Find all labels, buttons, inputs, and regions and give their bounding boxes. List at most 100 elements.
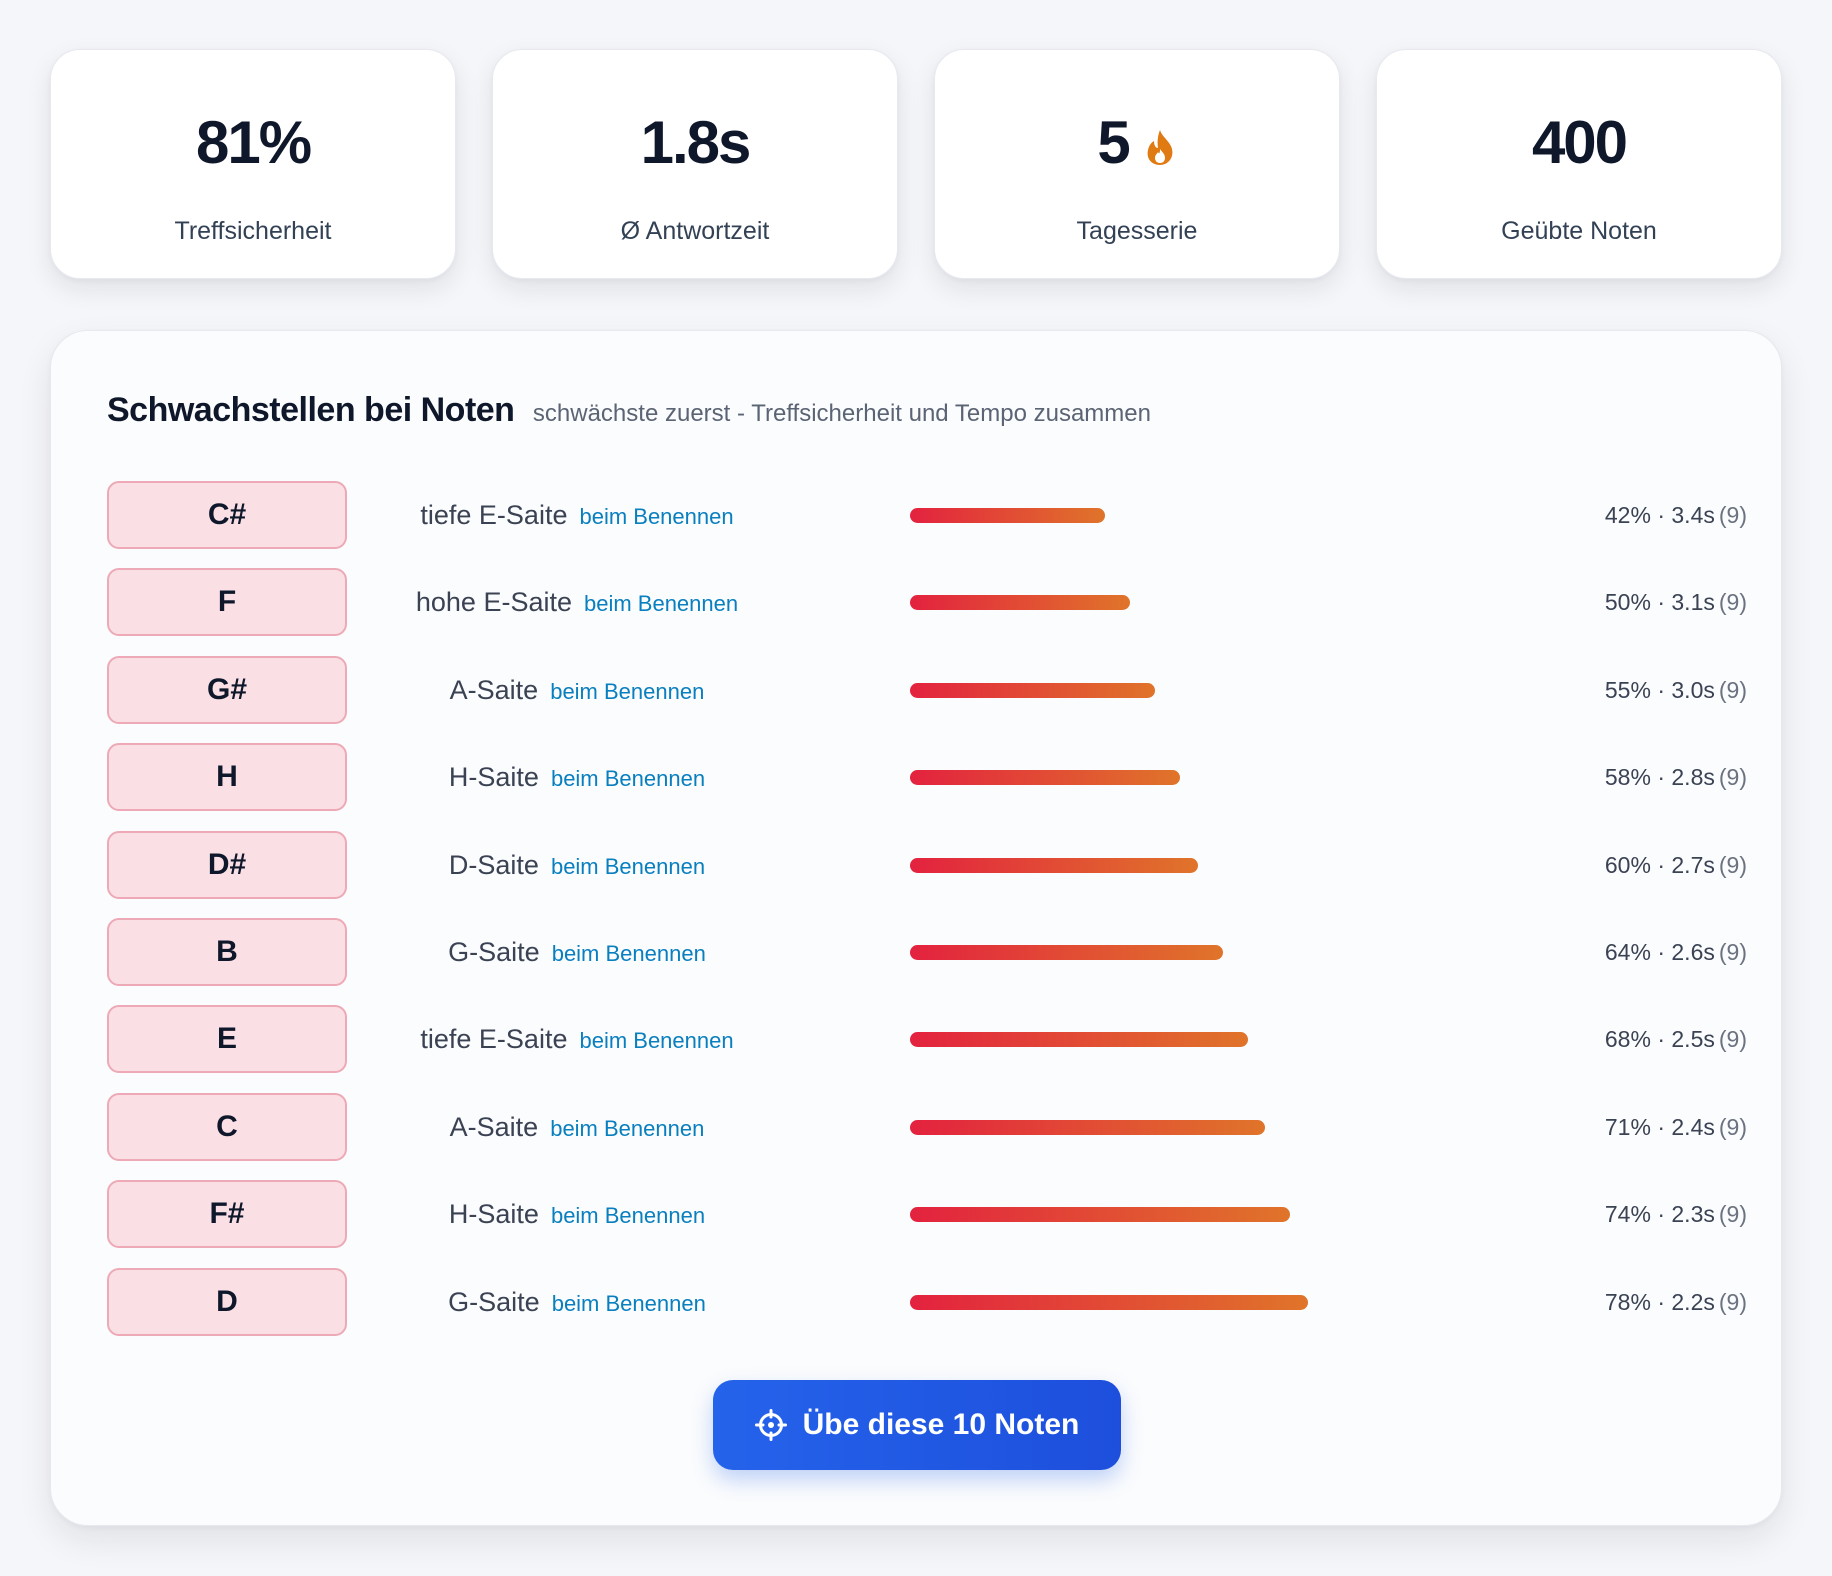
weakness-bar-fill: [910, 595, 1130, 611]
row-score: 58%: [1604, 764, 1651, 791]
note-row: C A-Saite beim Benennen 71% · 2.4s (9): [107, 1092, 1747, 1180]
note-badge[interactable]: F#: [107, 1180, 347, 1249]
row-stat: 64% · 2.6s (9): [1604, 938, 1747, 965]
note-row: H H-Saite beim Benennen 58% · 2.8s (9): [107, 743, 1747, 830]
string-label: A-Saite: [449, 674, 539, 705]
row-time: 2.2s: [1671, 1288, 1715, 1315]
string-label: tiefe E-Saite: [420, 500, 568, 530]
row-count: (9): [1718, 1026, 1747, 1053]
row-stat: 42% · 3.4s (9): [1604, 502, 1747, 528]
note-row: E tiefe E-Saite beim Benennen 68% · 2.5s(…: [107, 1005, 1747, 1092]
weakness-bar-fill: [910, 1032, 1248, 1048]
string-label: H-Saite: [448, 1199, 539, 1230]
stats-row: 81% Treffsicherheit 1.8s Ø Antwortzeit 5…: [50, 49, 1782, 279]
row-score: 42%: [1604, 502, 1651, 528]
row-count: (9): [1718, 1113, 1747, 1140]
weakness-bar-fill: [910, 682, 1155, 698]
string-label: tiefe E-Saite: [420, 1024, 568, 1055]
response-time-value: 1.8s: [640, 109, 752, 176]
stat-card-streak: 5 Tagesserie: [934, 49, 1340, 279]
row-description: tiefe E-Saite beim Benennen: [387, 495, 767, 540]
mode-label: beim Benennen: [579, 504, 734, 529]
row-description: G-Saite beim Benennen: [387, 1282, 767, 1327]
row-count: (9): [1718, 676, 1747, 703]
note-row: F# H-Saite beim Benennen 74% · 2.3s (9): [107, 1180, 1747, 1267]
weakness-bar-fill: [910, 770, 1180, 786]
weak-notes-panel: Schwachstellen bei Noten schwächste zuer…: [50, 330, 1782, 1526]
note-row: D# D-Saite beim Benennen 60% · 2.7s (9): [107, 830, 1747, 918]
note-badge[interactable]: C#: [107, 481, 347, 549]
streak-value: 5: [1097, 109, 1130, 176]
string-label: A-Saite: [449, 1111, 539, 1142]
weakness-bar-track: [910, 857, 1410, 873]
row-description: A-Saite beim Benennen: [387, 670, 767, 715]
panel-title: Schwachstellen bei Noten: [107, 391, 515, 429]
row-time: 2.6s: [1671, 938, 1715, 965]
note-badge[interactable]: H: [107, 743, 347, 812]
weakness-bar-fill: [910, 1207, 1290, 1223]
row-count: (9): [1718, 589, 1747, 616]
note-badge[interactable]: E: [107, 1005, 347, 1074]
row-stat: 55% · 3.0s (9): [1604, 676, 1747, 703]
row-score: 60%: [1604, 851, 1651, 878]
weak-notes-list: C# tiefe E-Saite beim Benennen 42% · 3.4s…: [107, 481, 1747, 1355]
mode-label: beim Benennen: [550, 1115, 705, 1141]
note-row: G# A-Saite beim Benennen 55% · 3.0s (9): [107, 655, 1747, 743]
mode-label: beim Benennen: [583, 591, 739, 617]
note-badge[interactable]: G#: [107, 655, 347, 724]
note-badge[interactable]: B: [107, 917, 347, 986]
mode-label: beim Benennen: [550, 766, 706, 792]
panel-header: Schwachstellen bei Noten schwächste zuer…: [107, 391, 1151, 430]
weakness-bar-fill: [910, 857, 1198, 873]
row-time: 3.1s: [1671, 589, 1715, 616]
row-count: (9): [1718, 1288, 1747, 1315]
stat-card-accuracy: 81% Treffsicherheit: [50, 49, 456, 279]
streak-label: Tagesserie: [1076, 217, 1198, 245]
weakness-bar-track: [910, 682, 1410, 698]
row-description: A-Saite beim Benennen: [387, 1107, 767, 1152]
practiced-notes-label: Geübte Noten: [1501, 217, 1657, 245]
row-description: H-Saite beim Benennen: [387, 1194, 767, 1239]
row-score: 71%: [1604, 1113, 1651, 1140]
note-badge[interactable]: D#: [107, 830, 347, 899]
row-time: 2.8s: [1671, 764, 1715, 791]
row-stat: 60% · 2.7s (9): [1604, 851, 1747, 878]
row-time: 2.3s: [1671, 1201, 1715, 1228]
row-description: D-Saite beim Benennen: [387, 845, 767, 890]
stat-card-response-time: 1.8s Ø Antwortzeit: [492, 49, 898, 279]
note-badge[interactable]: F: [107, 568, 347, 637]
row-time: 2.5s: [1671, 1026, 1715, 1053]
response-time-label: Ø Antwortzeit: [620, 217, 770, 245]
weakness-bar-fill: [910, 508, 1105, 523]
row-description: G-Saite beim Benennen: [387, 932, 767, 977]
mode-label: beim Benennen: [551, 1290, 706, 1316]
row-score: 64%: [1604, 938, 1651, 965]
practice-notes-label: Übe diese 10 Noten: [802, 1408, 1080, 1441]
weakness-bar-track: [910, 595, 1410, 611]
accuracy-label: Treffsicherheit: [174, 217, 332, 245]
row-time: 3.0s: [1671, 676, 1715, 703]
row-count: (9): [1718, 502, 1747, 528]
streak-value-wrap: 5: [935, 106, 1339, 180]
row-stat: 78% · 2.2s (9): [1604, 1288, 1747, 1315]
practice-notes-button[interactable]: Übe diese 10 Noten: [713, 1380, 1121, 1470]
row-stat: 74% · 2.3s (9): [1604, 1201, 1747, 1228]
note-row: B G-Saite beim Benennen 64% · 2.6s (9): [107, 917, 1747, 1005]
row-count: (9): [1718, 851, 1747, 878]
weakness-bar-fill: [910, 1294, 1308, 1310]
string-label: hohe E-Saite: [415, 587, 572, 618]
row-time: 2.4s: [1671, 1113, 1715, 1140]
row-count: (9): [1718, 1201, 1747, 1228]
note-row: D G-Saite beim Benennen 78% · 2.2s (9): [107, 1267, 1747, 1355]
string-label: G-Saite: [448, 936, 540, 967]
note-badge[interactable]: C: [107, 1092, 347, 1161]
row-score: 50%: [1604, 589, 1651, 616]
row-score: 78%: [1604, 1288, 1651, 1315]
weakness-bar-track: [910, 1032, 1410, 1048]
practiced-notes-value: 400: [1531, 109, 1628, 176]
row-stat: 58% · 2.8s (9): [1604, 764, 1747, 791]
weakness-bar-fill: [910, 1119, 1265, 1135]
note-badge[interactable]: D: [107, 1267, 347, 1336]
mode-label: beim Benennen: [550, 853, 706, 879]
string-label: G-Saite: [448, 1286, 540, 1317]
